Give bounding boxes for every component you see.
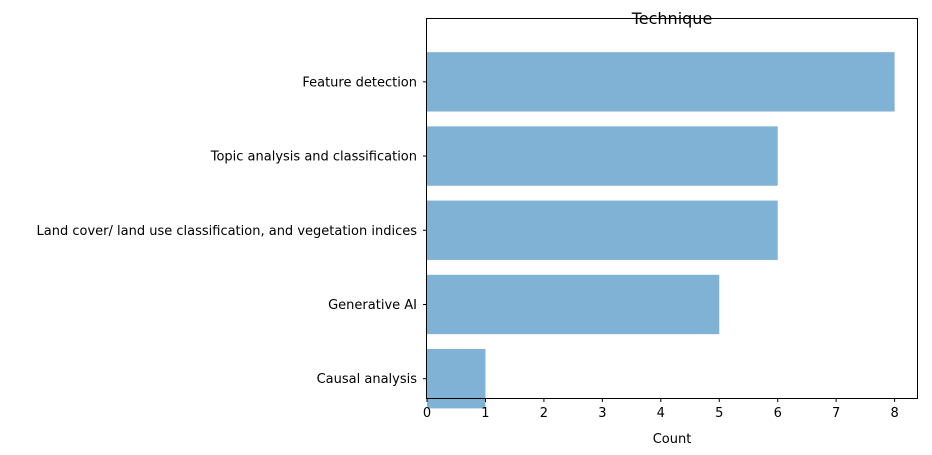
y-tick-label-3: Generative AI (328, 298, 417, 313)
x-tick-label-4: 4 (657, 406, 665, 421)
x-tick-label-6: 6 (774, 406, 782, 421)
x-tick-label-5: 5 (715, 406, 723, 421)
bars (427, 52, 895, 409)
bar-3 (427, 274, 720, 335)
y-tick-label-4: Causal analysis (317, 372, 418, 387)
x-ticks: 0 1 2 3 4 5 6 7 8 (423, 398, 899, 421)
bar-4 (427, 349, 486, 409)
bar-2 (427, 200, 778, 260)
x-axis-label: Count (653, 432, 692, 447)
x-tick-label-1: 1 (481, 406, 489, 421)
y-tick-label-1: Topic analysis and classification (210, 150, 417, 165)
x-tick-label-3: 3 (598, 406, 606, 421)
x-tick-label-8: 8 (890, 406, 898, 421)
y-tick-label-0: Feature detection (302, 75, 417, 90)
plot-frame (426, 18, 918, 399)
y-tick-labels: Feature detection Topic analysis and clas… (37, 75, 427, 387)
bar-0 (427, 52, 895, 112)
x-tick-label-0: 0 (423, 406, 431, 421)
x-tick-label-7: 7 (832, 406, 840, 421)
x-tick-label-2: 2 (540, 406, 548, 421)
y-tick-label-2: Land cover/ land use classification, and… (37, 224, 418, 239)
bar-1 (427, 126, 778, 186)
